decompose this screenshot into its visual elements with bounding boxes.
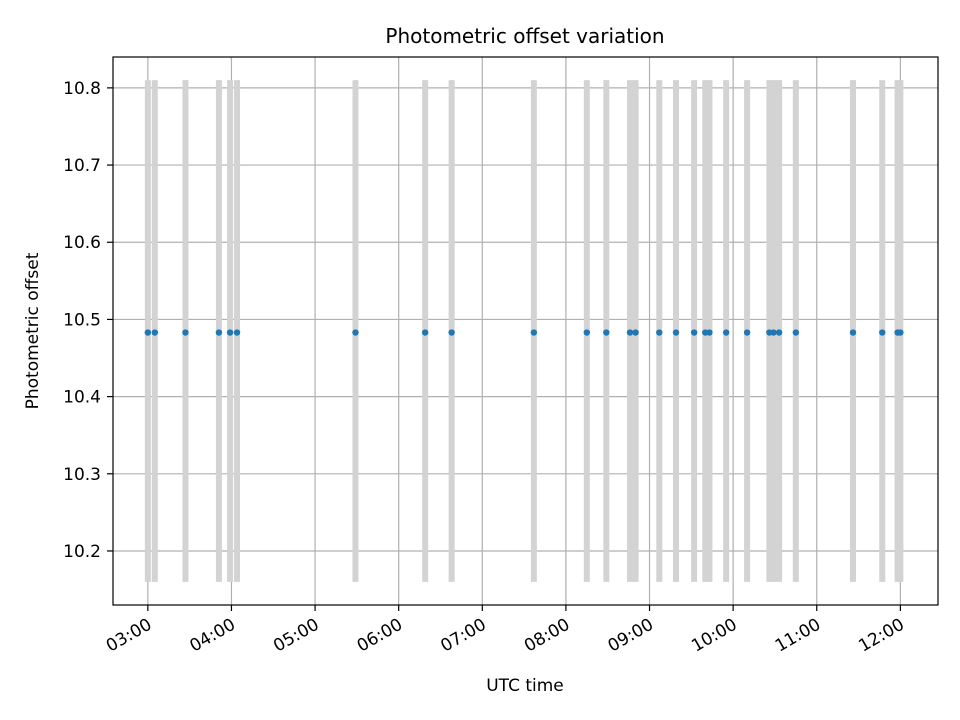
y-tick-label: 10.7 [63,156,101,176]
data-points [144,329,904,336]
data-point [626,329,634,336]
x-axis-label: UTC time [486,676,564,696]
data-point [706,329,713,336]
y-axis-label: Photometric offset [23,252,43,409]
y-tick-label: 10.8 [63,79,101,99]
data-point [421,329,429,336]
grid [113,57,938,605]
data-point [722,329,730,336]
y-tick-label: 10.4 [63,388,101,408]
data-point [583,329,591,336]
x-tick-label: 11:00 [772,615,824,657]
data-point [743,329,751,336]
x-tick-label: 06:00 [354,615,406,657]
plot-frame [112,56,939,606]
x-tick-label: 08:00 [521,615,573,657]
data-point [897,329,904,336]
data-point [144,329,152,336]
data-point [792,329,800,336]
data-point [690,329,698,336]
y-axis: 10.2 10.3 10.4 10.5 10.6 10.7 10.8 [63,79,113,562]
data-point [879,329,886,336]
x-tick-label: 10:00 [688,615,740,657]
data-point [352,329,359,336]
x-tick-label: 05:00 [270,615,322,657]
data-point [448,329,455,336]
y-tick-label: 10.5 [63,310,101,330]
x-tick-label: 12:00 [855,615,907,657]
data-point [849,329,857,336]
data-point [151,329,159,336]
x-tick-label: 07:00 [437,615,489,657]
data-point [233,329,241,336]
x-tick-label: 04:00 [187,615,239,657]
data-point [656,329,663,336]
y-tick-label: 10.3 [63,465,101,485]
data-point [770,329,777,336]
x-axis: 03:00 04:00 05:00 06:00 07:00 08:00 09:00 10:00… [103,605,908,656]
x-tick-label: 09:00 [605,615,657,657]
data-point [603,329,610,336]
error-bars [144,80,904,582]
data-point [215,329,223,336]
data-point [226,329,234,336]
y-tick-label: 10.2 [63,542,101,562]
data-point [672,329,680,336]
data-point [182,329,189,336]
data-point [775,329,783,336]
y-tick-label: 10.6 [63,233,101,253]
chart-title: Photometric offset variation [385,24,664,48]
data-point [632,329,639,336]
data-point [530,329,538,336]
x-tick-label: 03:00 [103,615,155,657]
